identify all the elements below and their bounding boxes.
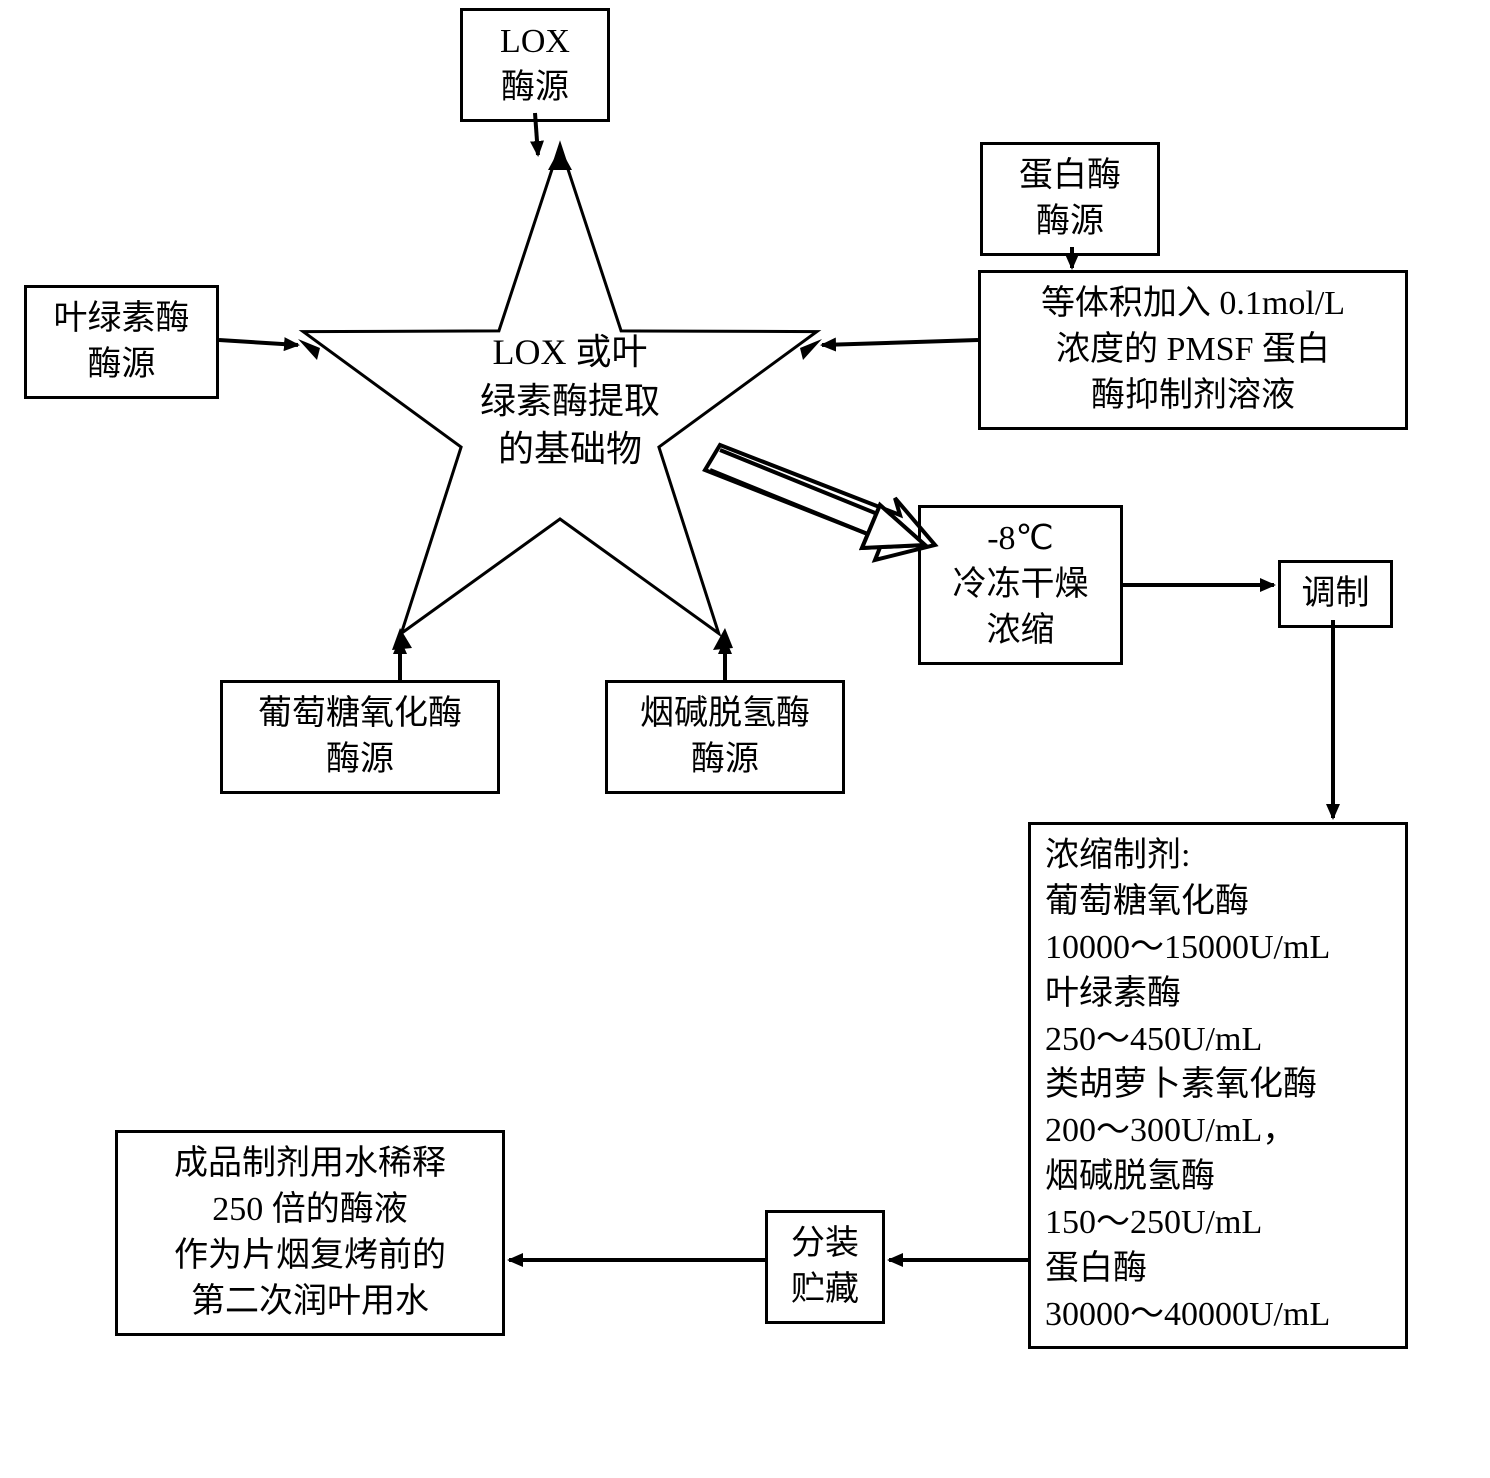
node-formulate: 调制 [1278, 560, 1393, 628]
node-nicotine-dh: 烟碱脱氢酶 酶源 [605, 680, 845, 794]
node-pmsf: 等体积加入 0.1mol/L 浓度的 PMSF 蛋白 酶抑制剂溶液 [978, 270, 1408, 430]
double-arrow [705, 445, 935, 560]
node-final: 成品制剂用水稀释 250 倍的酶液 作为片烟复烤前的 第二次润叶用水 [115, 1130, 505, 1336]
node-concentrate: 浓缩制剂: 葡萄糖氧化酶 10000～15000U/mL 叶绿素酶 250～45… [1028, 822, 1408, 1349]
node-chlorophyllase: 叶绿素酶 酶源 [24, 285, 219, 399]
star-center-text: LOX 或叶 绿素酶提取 的基础物 [440, 328, 700, 474]
node-lox-source: LOX 酶源 [460, 8, 610, 122]
node-glucose-oxidase: 葡萄糖氧化酶 酶源 [220, 680, 500, 794]
node-storage: 分装 贮藏 [765, 1210, 885, 1324]
node-protease-source: 蛋白酶 酶源 [980, 142, 1160, 256]
node-freeze-dry: -8℃ 冷冻干燥 浓缩 [918, 505, 1123, 665]
